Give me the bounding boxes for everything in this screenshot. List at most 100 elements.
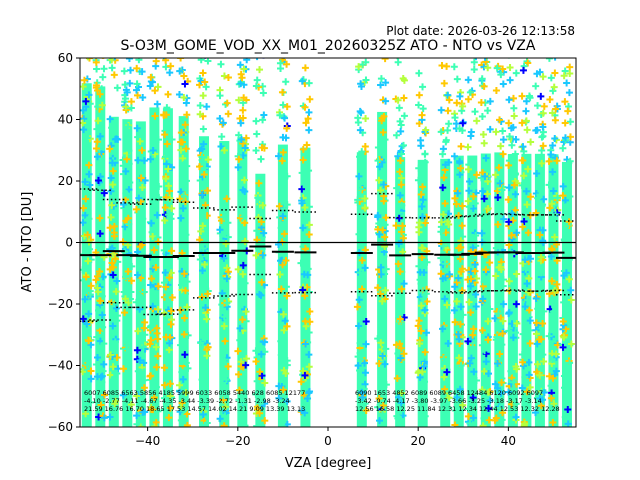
scatter-point xyxy=(499,409,507,417)
scatter-point xyxy=(176,387,184,395)
scatter-point xyxy=(126,178,134,186)
scatter-point xyxy=(236,324,244,332)
scatter-point xyxy=(375,395,383,403)
scatter-point xyxy=(505,388,513,396)
scatter-point xyxy=(176,67,184,75)
scatter-point xyxy=(456,171,464,179)
scatter-point xyxy=(552,350,560,358)
scatter-point xyxy=(565,218,573,226)
scatter-point xyxy=(549,187,557,195)
scatter-point xyxy=(519,223,527,231)
scatter-point xyxy=(523,97,531,105)
scatter-point xyxy=(559,343,567,351)
scatter-point xyxy=(399,248,407,256)
scatter-point xyxy=(282,369,290,377)
scatter-point xyxy=(155,136,163,144)
scatter-point xyxy=(374,284,382,292)
scatter-point xyxy=(221,369,229,377)
scatter-point xyxy=(497,389,505,397)
scatter-point xyxy=(379,411,387,419)
scatter-point xyxy=(479,295,487,303)
scatter-point xyxy=(162,111,170,119)
scatter-point xyxy=(545,157,553,165)
scatter-point xyxy=(479,131,487,139)
scatter-point xyxy=(85,170,93,178)
scatter-point xyxy=(381,221,389,229)
scatter-point xyxy=(85,310,93,318)
scatter-point xyxy=(134,391,142,399)
scatter-point xyxy=(356,349,364,357)
scatter-point xyxy=(123,155,131,163)
scatter-point xyxy=(243,58,251,64)
scatter-point xyxy=(202,83,210,91)
scatter-point xyxy=(107,187,115,195)
scatter-point xyxy=(203,315,211,323)
scatter-column xyxy=(160,58,176,427)
scatter-point xyxy=(498,186,506,194)
scatter-point xyxy=(113,317,121,325)
scatter-point xyxy=(113,58,116,61)
scatter-point xyxy=(180,330,188,338)
scatter-point xyxy=(438,218,446,226)
y-axis-label: ATO - NTO [DU] xyxy=(20,192,35,293)
scatter-point xyxy=(276,111,284,119)
scatter-point xyxy=(87,375,95,383)
scatter-point xyxy=(518,384,526,392)
scatter-point xyxy=(160,279,168,287)
scatter-point xyxy=(126,79,134,87)
scatter-point xyxy=(238,316,246,324)
scatter-point xyxy=(549,418,557,426)
scatter-point xyxy=(275,394,283,402)
scatter-point xyxy=(392,341,400,349)
scatter-point xyxy=(96,214,104,222)
scatter-point xyxy=(109,181,117,189)
scatter-point xyxy=(358,148,366,156)
scatter-point xyxy=(220,422,228,427)
scatter-point xyxy=(279,101,287,109)
scatter-point xyxy=(167,62,175,70)
scatter-point xyxy=(492,272,500,280)
scatter-point xyxy=(455,212,463,220)
scatter-point xyxy=(551,58,559,61)
scatter-point xyxy=(511,190,519,198)
scatter-point xyxy=(183,111,191,119)
scatter-point xyxy=(184,331,192,339)
scatter-point xyxy=(220,72,228,80)
scatter-point xyxy=(241,279,249,287)
scatter-point xyxy=(499,150,507,158)
scatter-point xyxy=(253,227,261,235)
scatter-point xyxy=(252,347,260,355)
scatter-point xyxy=(165,346,173,354)
scatter-point xyxy=(537,92,545,100)
scatter-point xyxy=(97,401,105,409)
scatter-point xyxy=(176,195,184,203)
scatter-point xyxy=(199,69,207,77)
scatter-point xyxy=(80,219,87,227)
scatter-point xyxy=(396,417,404,425)
scatter-point xyxy=(259,201,267,209)
scatter-point xyxy=(382,214,390,222)
scatter-point xyxy=(564,381,572,389)
scatter-point xyxy=(398,285,406,293)
scatter-point xyxy=(165,274,173,282)
scatter-point xyxy=(92,276,100,284)
scatter-point xyxy=(280,326,288,334)
scatter-band xyxy=(440,158,451,427)
scatter-point xyxy=(459,119,467,127)
scatter-point xyxy=(469,394,477,402)
scatter-point xyxy=(87,367,95,375)
scatter-point xyxy=(548,277,556,285)
scatter-point xyxy=(255,179,263,187)
scatter-point xyxy=(108,124,116,132)
scatter-band xyxy=(480,153,491,427)
x-tick-label: −40 xyxy=(135,434,160,448)
scatter-point xyxy=(418,203,426,211)
scatter-point xyxy=(477,98,485,106)
scatter-point xyxy=(524,59,532,67)
scatter-point xyxy=(203,352,211,360)
scatter-point xyxy=(539,319,547,327)
scatter-point xyxy=(510,104,518,112)
scatter-point xyxy=(141,176,149,184)
scatter-point xyxy=(534,102,542,110)
scatter-point xyxy=(545,372,553,380)
